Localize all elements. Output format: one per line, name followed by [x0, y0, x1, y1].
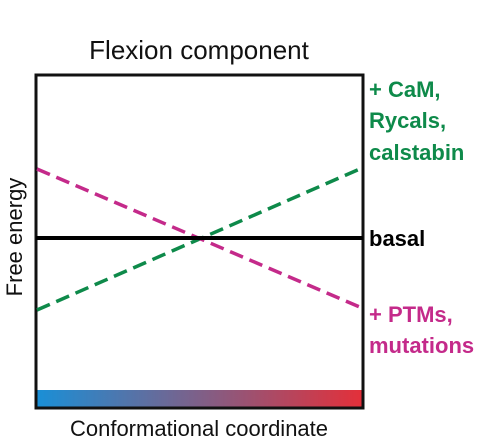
basal-label: basal — [369, 226, 425, 251]
conformational-gradient-bar — [37, 390, 362, 407]
y-axis-label: Free energy — [2, 178, 27, 297]
destabilizers-label-line: + PTMs, — [369, 302, 453, 327]
destabilizers-label-line: mutations — [369, 333, 474, 358]
stabilizers-label-line: calstabin — [369, 140, 464, 165]
diagram-title: Flexion component — [89, 35, 309, 65]
plot-frame — [34, 73, 365, 410]
x-axis-label: Conformational coordinate — [70, 416, 328, 441]
stabilizers-label-line: Rycals, — [369, 108, 446, 133]
destabilizers-label: + PTMs, mutations — [369, 302, 474, 358]
basal-label-line: basal — [369, 226, 425, 251]
stabilizers-label: + CaM, Rycals, calstabin — [369, 77, 464, 165]
stabilizers-label-line: + CaM, — [369, 77, 441, 102]
